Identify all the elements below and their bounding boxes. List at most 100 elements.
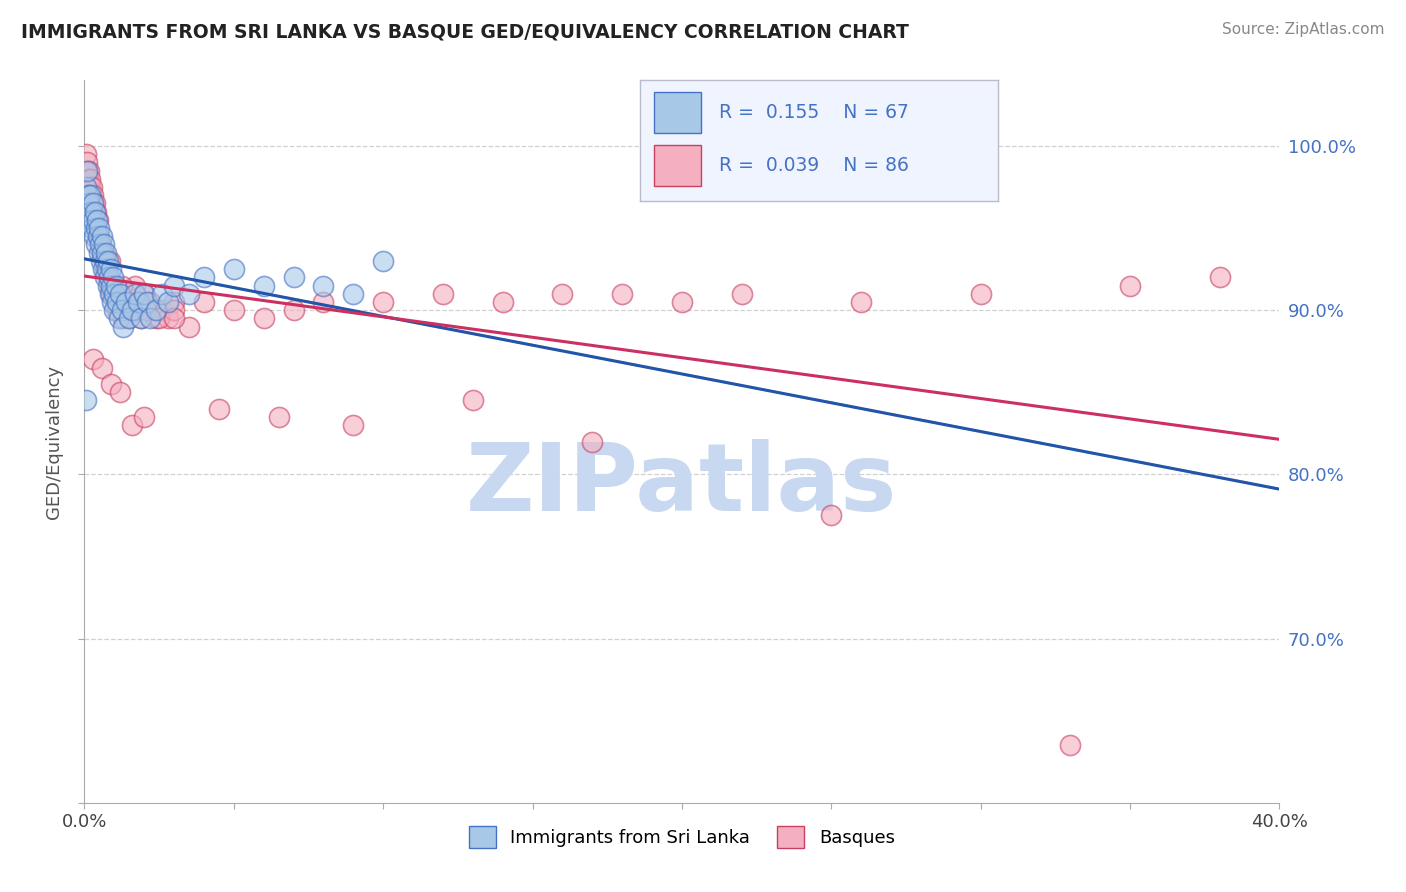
Point <box>115 295 138 310</box>
Point <box>80 221 103 235</box>
Text: IMMIGRANTS FROM SRI LANKA VS BASQUE GED/EQUIVALENCY CORRELATION CHART: IMMIGRANTS FROM SRI LANKA VS BASQUE GED/… <box>21 22 908 41</box>
Point <box>312 278 335 293</box>
Point <box>193 270 215 285</box>
Point <box>163 278 186 293</box>
Point <box>89 221 111 235</box>
Point <box>342 286 364 301</box>
Point <box>101 295 124 310</box>
Point <box>163 311 186 326</box>
Point <box>87 245 110 260</box>
Point <box>283 303 305 318</box>
Point <box>82 196 104 211</box>
Point <box>136 295 159 310</box>
Point <box>253 311 276 326</box>
Point <box>193 295 215 310</box>
Point <box>112 311 135 326</box>
Point <box>93 254 115 268</box>
Point <box>80 180 103 194</box>
Point <box>75 147 97 161</box>
Point <box>96 262 118 277</box>
Point <box>177 319 200 334</box>
Point <box>118 311 141 326</box>
Point <box>127 303 149 318</box>
Point <box>104 286 127 301</box>
Point <box>86 212 108 227</box>
Point <box>851 295 873 310</box>
Point <box>139 311 162 326</box>
Point <box>432 286 454 301</box>
Point <box>177 286 200 301</box>
Point <box>87 229 110 244</box>
Point <box>107 286 129 301</box>
Point <box>97 270 120 285</box>
Bar <box>654 92 700 133</box>
Point <box>103 286 125 301</box>
Point <box>97 270 120 285</box>
Point <box>112 319 135 334</box>
Point <box>342 418 364 433</box>
Point <box>111 278 134 293</box>
Text: R =  0.155    N = 67: R = 0.155 N = 67 <box>718 103 908 122</box>
Point <box>312 295 335 310</box>
Point <box>581 434 603 449</box>
Point <box>135 303 157 318</box>
Point <box>128 295 150 310</box>
Point <box>90 254 112 268</box>
Point <box>82 196 104 211</box>
Point <box>103 286 125 301</box>
Point <box>283 270 305 285</box>
Point <box>97 254 120 268</box>
Point <box>97 278 120 293</box>
Point <box>82 212 104 227</box>
Point <box>671 295 693 310</box>
Bar <box>654 145 700 186</box>
Point <box>94 270 117 285</box>
Point <box>86 204 108 219</box>
Point <box>129 311 152 326</box>
Point <box>492 295 515 310</box>
Point <box>1059 739 1081 753</box>
Point <box>157 311 180 326</box>
Point <box>121 418 143 433</box>
Point <box>139 295 162 310</box>
Point <box>98 254 121 268</box>
Point <box>83 196 105 211</box>
Point <box>105 295 128 310</box>
Point <box>93 254 115 268</box>
Point <box>222 262 245 277</box>
Point <box>100 278 122 293</box>
Point <box>731 286 754 301</box>
Point <box>132 409 156 424</box>
Point <box>1209 270 1232 285</box>
Point <box>110 286 132 301</box>
Text: Source: ZipAtlas.com: Source: ZipAtlas.com <box>1222 22 1385 37</box>
Point <box>121 303 143 318</box>
Point <box>1119 278 1142 293</box>
Point <box>111 303 134 318</box>
Point <box>107 311 129 326</box>
Point <box>93 237 115 252</box>
Point <box>121 303 143 318</box>
Point <box>100 286 122 301</box>
Point <box>98 278 121 293</box>
Point <box>91 262 114 277</box>
Point <box>77 196 100 211</box>
Point <box>101 270 124 285</box>
Point <box>98 286 121 301</box>
Point <box>124 286 146 301</box>
Point <box>132 286 156 301</box>
Point <box>129 311 152 326</box>
Point <box>150 286 173 301</box>
Point <box>208 401 231 416</box>
Point <box>93 245 115 260</box>
Point <box>94 262 117 277</box>
Point <box>461 393 484 408</box>
Point <box>163 295 186 310</box>
Point <box>253 278 276 293</box>
Point <box>163 303 186 318</box>
Point <box>76 155 98 169</box>
Point <box>157 295 180 310</box>
Point <box>86 237 108 252</box>
Point <box>79 212 101 227</box>
Point <box>75 393 97 408</box>
